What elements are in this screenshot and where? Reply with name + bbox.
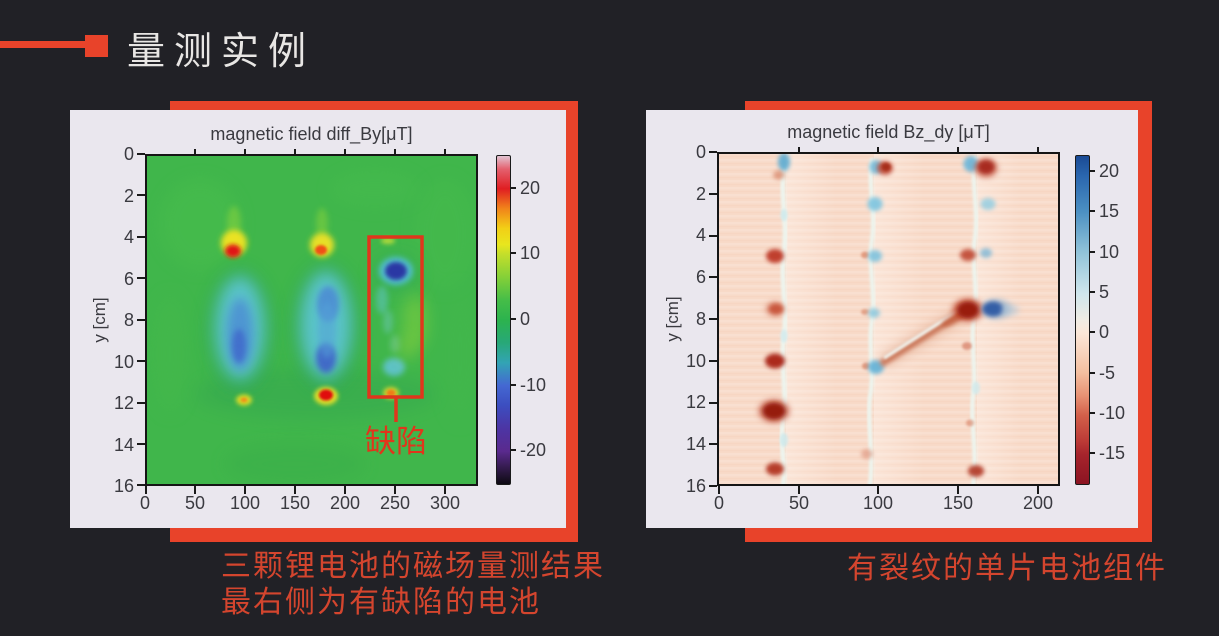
left-caption-line2: 最右侧为有缺陷的电池 — [221, 586, 541, 619]
right-plot-title: magnetic field Bz_dy [μT] — [787, 122, 990, 142]
right-caption: 有裂纹的单片电池组件 — [847, 552, 1167, 585]
colorbar-tick-label: -10 — [520, 375, 547, 395]
x-tick-label: 200 — [329, 493, 361, 513]
x-tick-label: 50 — [788, 493, 810, 513]
right-heatmap-svg — [717, 152, 1060, 486]
x-tick-label: 150 — [942, 493, 974, 513]
y-tick-label: 8 — [123, 310, 134, 330]
colorbar-tick-label: -20 — [520, 440, 547, 460]
y-tick-label: 6 — [695, 267, 706, 287]
x-tick-label: 0 — [713, 493, 724, 513]
x-tick-label: 0 — [139, 493, 150, 513]
left-caption-line1: 三颗锂电池的磁场量测结果 — [221, 550, 605, 583]
middle-edge-spots — [861, 160, 893, 459]
accent-line — [0, 41, 88, 48]
y-tick-label: 10 — [685, 351, 706, 371]
right-heatmap-plot — [709, 147, 1060, 494]
colorbar-tick-label: -10 — [1099, 403, 1126, 423]
defect-annotation-label: 缺陷 — [365, 424, 427, 459]
y-tick-label: 8 — [695, 309, 706, 329]
right-panel-card: magnetic field Bz_dy [μT] y [cm] 0 2 4 6… — [646, 110, 1138, 528]
y-tick-label: 4 — [695, 225, 706, 245]
colorbar-tick-label: 10 — [520, 243, 541, 263]
y-tick-label: 14 — [685, 434, 706, 454]
battery-2-signature — [291, 208, 361, 405]
defect-annotation: 缺陷 — [365, 235, 427, 459]
y-tick-label: 12 — [685, 392, 706, 412]
accent-bullet-square — [85, 35, 108, 57]
y-tick-label: 2 — [123, 186, 134, 206]
x-tick-label: 100 — [862, 493, 894, 513]
y-tick-label: 0 — [123, 144, 134, 164]
x-tick-label: 200 — [1022, 493, 1054, 513]
x-tick-label: 250 — [379, 493, 411, 513]
y-tick-label: 6 — [123, 269, 134, 289]
colorbar-tick-label: 0 — [1099, 322, 1110, 342]
x-tick-label: 50 — [184, 493, 206, 513]
right-colorbar: 20 15 10 5 0 -5 -10 -15 — [1075, 155, 1125, 485]
y-tick-label: 10 — [113, 352, 134, 372]
y-tick-label: 0 — [695, 142, 706, 162]
x-tick-label: 100 — [229, 493, 261, 513]
colorbar-tick-label: 20 — [520, 178, 541, 198]
y-tick-label: 16 — [113, 476, 134, 496]
left-panel-card: magnetic field diff_By[μT] y [cm] 0 2 4 … — [70, 110, 566, 528]
y-tick-label: 2 — [695, 184, 706, 204]
colorbar-tick-label: -15 — [1099, 443, 1126, 463]
y-tick-label: 16 — [685, 476, 706, 496]
right-edge-spots — [960, 156, 998, 477]
left-colorbar: 20 10 0 -10 -20 — [496, 155, 546, 485]
y-tick-label: 14 — [113, 435, 134, 455]
left-edge-spots — [758, 153, 790, 476]
colorbar-tick-label: 5 — [1099, 282, 1110, 302]
x-tick-label: 150 — [279, 493, 311, 513]
colorbar-tick-label: 20 — [1099, 161, 1120, 181]
battery-1-signature — [206, 206, 274, 406]
left-heatmap-plot: 缺陷 — [137, 149, 478, 494]
slide-title: 量测实例 — [127, 31, 316, 73]
y-tick-label: 4 — [123, 227, 134, 247]
right-colorbar-gradient — [1075, 155, 1090, 485]
colorbar-tick-label: 10 — [1099, 242, 1120, 262]
colorbar-tick-label: -5 — [1099, 363, 1116, 383]
left-plot-title: magnetic field diff_By[μT] — [210, 124, 413, 144]
x-tick-label: 300 — [429, 493, 461, 513]
left-colorbar-gradient — [496, 155, 511, 485]
colorbar-tick-label: 15 — [1099, 201, 1120, 221]
colorbar-tick-label: 0 — [520, 309, 531, 329]
left-caption: 三颗锂电池的磁场量测结果 最右侧为有缺陷的电池 — [221, 549, 605, 621]
y-tick-label: 12 — [113, 393, 134, 413]
crack-feature — [878, 298, 1019, 369]
left-heatmap-svg: 缺陷 — [145, 154, 478, 486]
